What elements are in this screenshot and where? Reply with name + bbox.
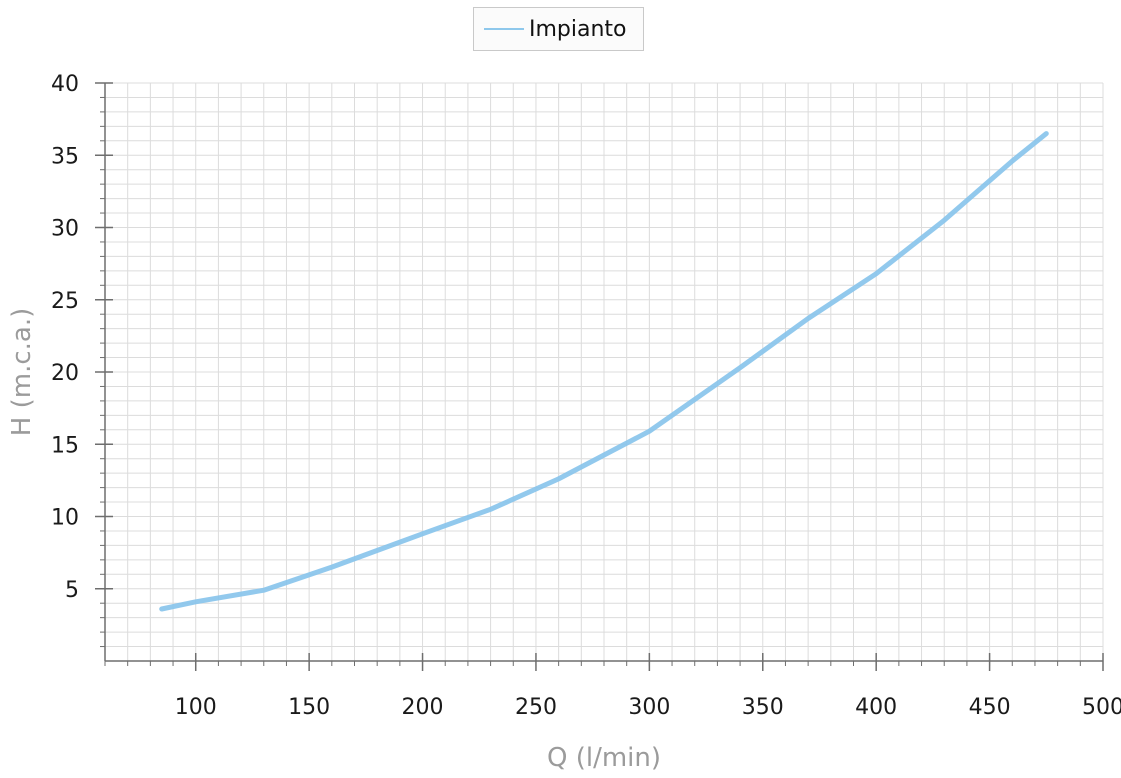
legend: Impianto xyxy=(473,7,644,51)
x-tick-label: 100 xyxy=(175,695,217,720)
y-tick-label: 35 xyxy=(51,144,79,169)
y-axis-title: H (m.c.a.) xyxy=(7,308,37,436)
y-tick-label: 20 xyxy=(51,361,79,386)
x-tick-label: 200 xyxy=(402,695,444,720)
y-tick-label: 40 xyxy=(51,72,79,97)
y-tick-label: 5 xyxy=(65,578,79,603)
x-tick-label: 400 xyxy=(855,695,897,720)
legend-swatch-impianto xyxy=(484,28,524,30)
x-tick-label: 450 xyxy=(969,695,1011,720)
x-tick-label: 250 xyxy=(515,695,557,720)
x-tick-label: 500 xyxy=(1082,695,1121,720)
y-tick-label: 15 xyxy=(51,433,79,458)
series xyxy=(159,131,1049,612)
y-tick-label: 10 xyxy=(51,506,79,531)
ticks xyxy=(95,82,1104,671)
x-tick-label: 300 xyxy=(628,695,670,720)
x-tick-label: 350 xyxy=(742,695,784,720)
series-line-impianto xyxy=(159,131,1049,612)
tick-labels: 100 150 200 250 300 350 400 450 500 5 10 15 20 25 30 35… xyxy=(51,72,1121,720)
y-tick-label: 30 xyxy=(51,217,79,242)
y-tick-label: 25 xyxy=(51,289,79,314)
x-axis-title: Q (l/min) xyxy=(547,743,661,773)
x-tick-label: 150 xyxy=(288,695,330,720)
grid xyxy=(104,82,1104,662)
legend-label-impianto: Impianto xyxy=(529,16,627,42)
